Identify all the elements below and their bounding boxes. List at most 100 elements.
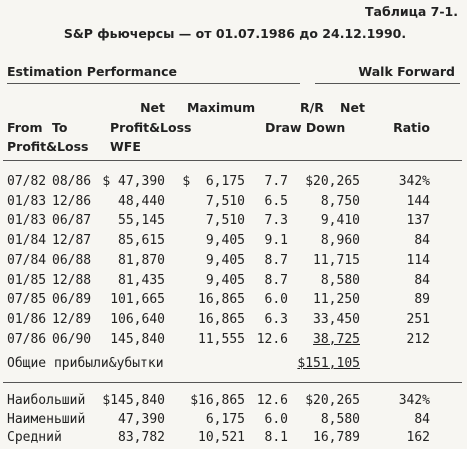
cell: $ 6,175 (182, 174, 245, 189)
cell: 7.7 (264, 174, 288, 189)
cell: 85,615 (118, 233, 165, 249)
cell: 145,840 (110, 331, 165, 347)
cell: 7,510 (205, 193, 245, 209)
total-label: Общие прибыли&убытки (7, 356, 164, 371)
column-header: Draw Down (265, 120, 346, 135)
summary-cell: 83,782 (118, 430, 165, 445)
column-header: To (52, 120, 68, 135)
summary-cell: 84 (414, 411, 430, 427)
cell: 55,145 (118, 213, 165, 229)
column-header: Ratio (393, 120, 430, 135)
summary-cell: 342% (398, 393, 430, 408)
cell: 12/86 (52, 193, 92, 209)
cell: 212 (406, 331, 430, 347)
cell: 251 (406, 311, 430, 327)
cell: 144 (406, 193, 430, 209)
cell: 12/88 (52, 272, 92, 288)
column-header: Net (140, 100, 165, 115)
cell: 81,435 (118, 272, 165, 288)
cell: 8,580 (320, 272, 360, 288)
rule (3, 382, 462, 383)
cell: 12/89 (52, 311, 92, 327)
rule (315, 83, 460, 84)
cell: 33,450 (313, 311, 360, 327)
cell: 8,750 (320, 193, 360, 209)
cell: 11,715 (313, 252, 360, 268)
cell: 137 (406, 213, 430, 229)
cell: 48,440 (118, 193, 165, 209)
rule (7, 83, 300, 84)
summary-cell: Средний (7, 430, 62, 445)
cell: 101,665 (110, 292, 165, 308)
cell: 07/84 (7, 252, 47, 268)
summary-cell: Наименьший (7, 411, 86, 427)
cell: 16,865 (198, 292, 245, 308)
cell: 89 (414, 292, 430, 308)
cell: 6.0 (264, 292, 288, 308)
cell: 7.3 (264, 213, 288, 229)
summary-cell: 8.1 (264, 430, 288, 445)
cell: 06/90 (52, 331, 92, 347)
cell: 106,640 (110, 311, 165, 327)
cell: 06/89 (52, 292, 92, 308)
column-header: Profit&Loss (7, 139, 89, 154)
cell: 6.3 (264, 311, 288, 327)
column-header: R/R (300, 100, 324, 115)
column-header: From (7, 120, 43, 135)
cell: 01/84 (7, 233, 47, 249)
cell: 84 (414, 233, 430, 249)
cell: 07/86 (7, 331, 47, 347)
cell: 9,405 (205, 233, 245, 249)
cell: 08/86 (52, 174, 92, 189)
cell: 81,870 (118, 252, 165, 268)
summary-cell: 8,580 (320, 411, 360, 427)
cell: 01/83 (7, 193, 47, 209)
cell: 07/82 (7, 174, 47, 189)
column-header: Maximum (187, 100, 256, 115)
summary-cell: 12.6 (256, 393, 288, 408)
summary-cell: $20,265 (305, 393, 360, 408)
cell: 01/83 (7, 213, 47, 229)
cell: 8.7 (264, 252, 288, 268)
summary-cell: $145,840 (102, 393, 165, 408)
rule (3, 160, 462, 161)
table-label: Таблица 7-1. (365, 4, 458, 19)
cell: 7,510 (205, 213, 245, 229)
cell: 16,865 (198, 311, 245, 327)
cell: 8,960 (320, 233, 360, 249)
cell: 06/88 (52, 252, 92, 268)
summary-cell: Наибольший (7, 393, 86, 408)
section-right: Walk Forward (358, 64, 455, 79)
summary-cell: 47,390 (118, 411, 165, 427)
section-left: Estimation Performance (7, 64, 178, 79)
summary-cell: 6.0 (264, 411, 288, 427)
column-header: Profit&Loss (110, 120, 192, 135)
title: S&P фьючерсы — от 01.07.1986 до 24.12.19… (63, 26, 407, 41)
cell: 07/85 (7, 292, 47, 308)
cell: 9,410 (320, 213, 360, 229)
cell: 01/85 (7, 272, 47, 288)
column-header: Net (340, 100, 365, 115)
cell: 11,250 (313, 292, 360, 308)
cell: 11,555 (198, 331, 245, 347)
summary-cell: 16,789 (313, 430, 360, 445)
column-header: WFE (110, 139, 141, 154)
cell: 12/87 (52, 233, 92, 249)
summary-cell: $16,865 (190, 393, 245, 408)
cell: 01/86 (7, 311, 47, 327)
cell: 9.1 (264, 233, 288, 249)
summary-cell: 6,175 (205, 411, 245, 427)
cell: 342% (398, 174, 430, 189)
cell: 84 (414, 272, 430, 288)
cell: 06/87 (52, 213, 92, 229)
summary-cell: 162 (406, 430, 430, 445)
cell: 9,405 (205, 252, 245, 268)
cell: 12.6 (256, 331, 288, 347)
cell: 6.5 (264, 193, 288, 209)
cell: 38,725 (313, 331, 360, 347)
cell: $20,265 (305, 174, 360, 189)
cell: 114 (406, 252, 430, 268)
cell: $ 47,390 (102, 174, 165, 189)
total-value: $151,105 (297, 356, 360, 371)
